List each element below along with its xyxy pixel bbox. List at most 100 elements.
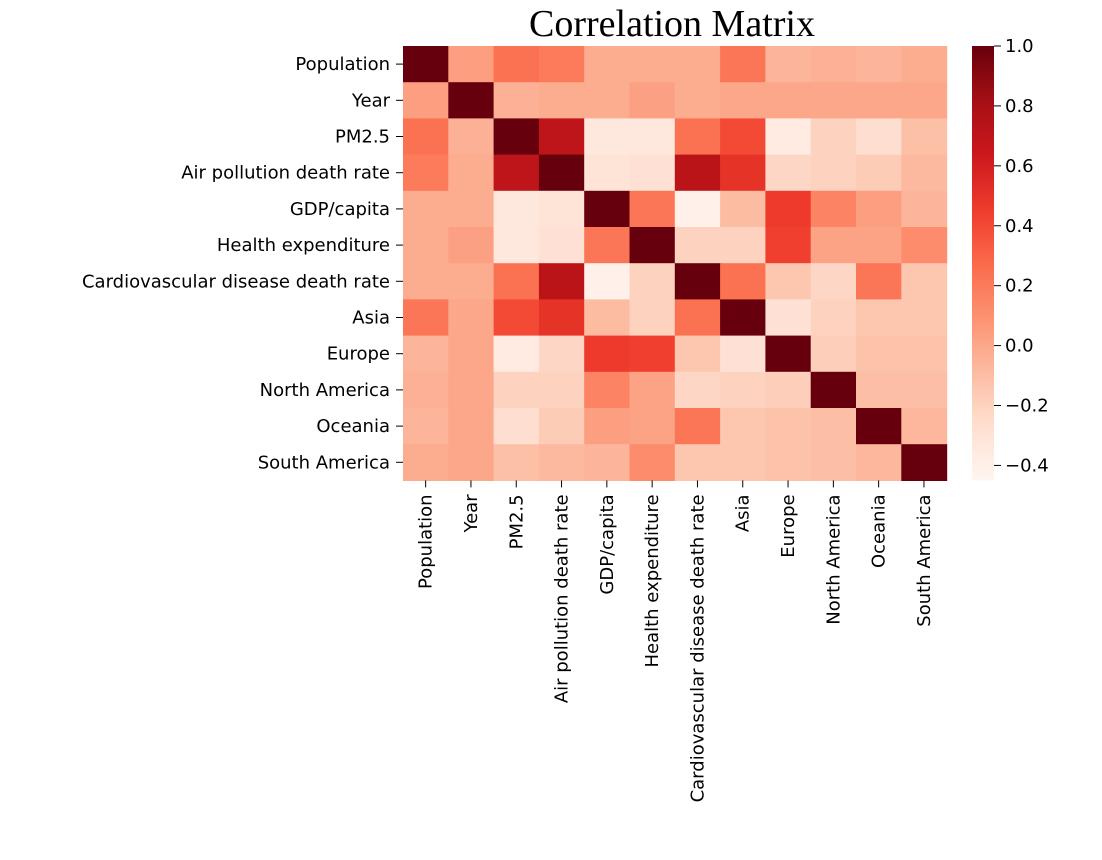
colorbar-tick-label: 0.8 (1005, 96, 1034, 117)
heatmap-cell (538, 46, 585, 83)
heatmap-cell (810, 190, 857, 228)
heatmap-cell (765, 154, 812, 192)
heatmap-cell (493, 371, 540, 409)
heatmap-cell (448, 227, 495, 264)
heatmap-cell (901, 408, 948, 445)
heatmap-cell (584, 335, 631, 373)
heatmap-cell (538, 371, 585, 409)
colorbar: 1.0 0.8 0.6 0.4 0.2 0.0 −0.2 −0.4 (972, 36, 1049, 481)
heatmap-cell (448, 154, 495, 192)
x-tick-label: Asia (733, 494, 754, 532)
heatmap-cell (856, 227, 902, 264)
heatmap-cell (584, 190, 631, 228)
heatmap-cell (720, 408, 766, 445)
colorbar-tick-label: 0.2 (1005, 276, 1034, 297)
heatmap-cell (584, 82, 631, 119)
heatmap-cell (629, 227, 676, 264)
heatmap-cell (538, 190, 585, 228)
heatmap-cell (403, 46, 449, 83)
heatmap-cell (448, 46, 495, 83)
heatmap-cell (765, 371, 812, 409)
heatmap-cell (765, 408, 812, 445)
y-tick-label: Population (295, 54, 390, 75)
y-tick-label: Health expenditure (217, 235, 390, 256)
heatmap-cell (403, 444, 449, 481)
heatmap-cell (720, 263, 766, 300)
heatmap-cell (493, 408, 540, 445)
colorbar-tick-label: −0.4 (1005, 455, 1049, 476)
heatmap-cell (403, 82, 449, 119)
heatmap-cell (538, 82, 585, 119)
heatmap-cell (901, 444, 948, 481)
heatmap-cell (493, 46, 540, 83)
x-tick-label: GDP/capita (597, 494, 618, 594)
colorbar-tick-label: 0.6 (1005, 156, 1034, 177)
y-tick-label: Oceania (316, 416, 390, 437)
heatmap-cell (901, 118, 948, 156)
x-tick-label: Air pollution death rate (552, 494, 573, 703)
heatmap-cell (810, 299, 857, 337)
heatmap-cell (856, 46, 902, 83)
heatmap-cell (720, 371, 766, 409)
heatmap-cell (901, 46, 948, 83)
y-tick-label: GDP/capita (290, 199, 390, 220)
heatmap-cell (720, 227, 766, 264)
heatmap-cell (403, 190, 449, 228)
heatmap-cell (629, 335, 676, 373)
colorbar-gradient (972, 46, 994, 481)
heatmap-cell (856, 335, 902, 373)
heatmap-cell (720, 46, 766, 83)
heatmap-cell (856, 371, 902, 409)
heatmap-cell (629, 263, 676, 300)
heatmap-cell (901, 154, 948, 192)
heatmap-cell (810, 227, 857, 264)
heatmap-cell (674, 46, 721, 83)
heatmap-cell (765, 335, 812, 373)
heatmap-cell (810, 371, 857, 409)
heatmap-cell (810, 118, 857, 156)
y-tick-label: Year (351, 90, 391, 111)
colorbar-tick-label: 0.0 (1005, 336, 1034, 357)
heatmap-cell (629, 408, 676, 445)
heatmap-cell (493, 118, 540, 156)
heatmap-cell (720, 82, 766, 119)
heatmap-cell (584, 444, 631, 481)
heatmap-cell (629, 299, 676, 337)
heatmap-cell (674, 82, 721, 119)
heatmap-cell (629, 82, 676, 119)
heatmap-cell (403, 154, 449, 192)
heatmap-cells (403, 46, 948, 481)
heatmap-cell (810, 408, 857, 445)
heatmap-cell (856, 82, 902, 119)
y-tick-label: Europe (327, 344, 390, 365)
heatmap-cell (584, 371, 631, 409)
heatmap-cell (584, 118, 631, 156)
heatmap-cell (856, 154, 902, 192)
heatmap-cell (720, 154, 766, 192)
heatmap-cell (584, 408, 631, 445)
heatmap-cell (629, 190, 676, 228)
y-tick-label: Air pollution death rate (181, 163, 390, 184)
x-tick-label: Cardiovascular disease death rate (687, 494, 708, 802)
heatmap-cell (493, 154, 540, 192)
heatmap-cell (856, 408, 902, 445)
heatmap-cell (538, 263, 585, 300)
heatmap-cell (403, 335, 449, 373)
heatmap-cell (493, 444, 540, 481)
heatmap-cell (448, 371, 495, 409)
heatmap-cell (765, 263, 812, 300)
heatmap-cell (810, 263, 857, 300)
heatmap-cell (448, 263, 495, 300)
heatmap-cell (538, 444, 585, 481)
heatmap-cell (856, 118, 902, 156)
heatmap-cell (765, 82, 812, 119)
heatmap-cell (720, 299, 766, 337)
heatmap-cell (765, 46, 812, 83)
heatmap-cell (674, 371, 721, 409)
heatmap-cell (584, 154, 631, 192)
heatmap-cell (493, 299, 540, 337)
heatmap-cell (810, 335, 857, 373)
heatmap-cell (629, 46, 676, 83)
heatmap-cell (493, 82, 540, 119)
heatmap-cell (538, 227, 585, 264)
